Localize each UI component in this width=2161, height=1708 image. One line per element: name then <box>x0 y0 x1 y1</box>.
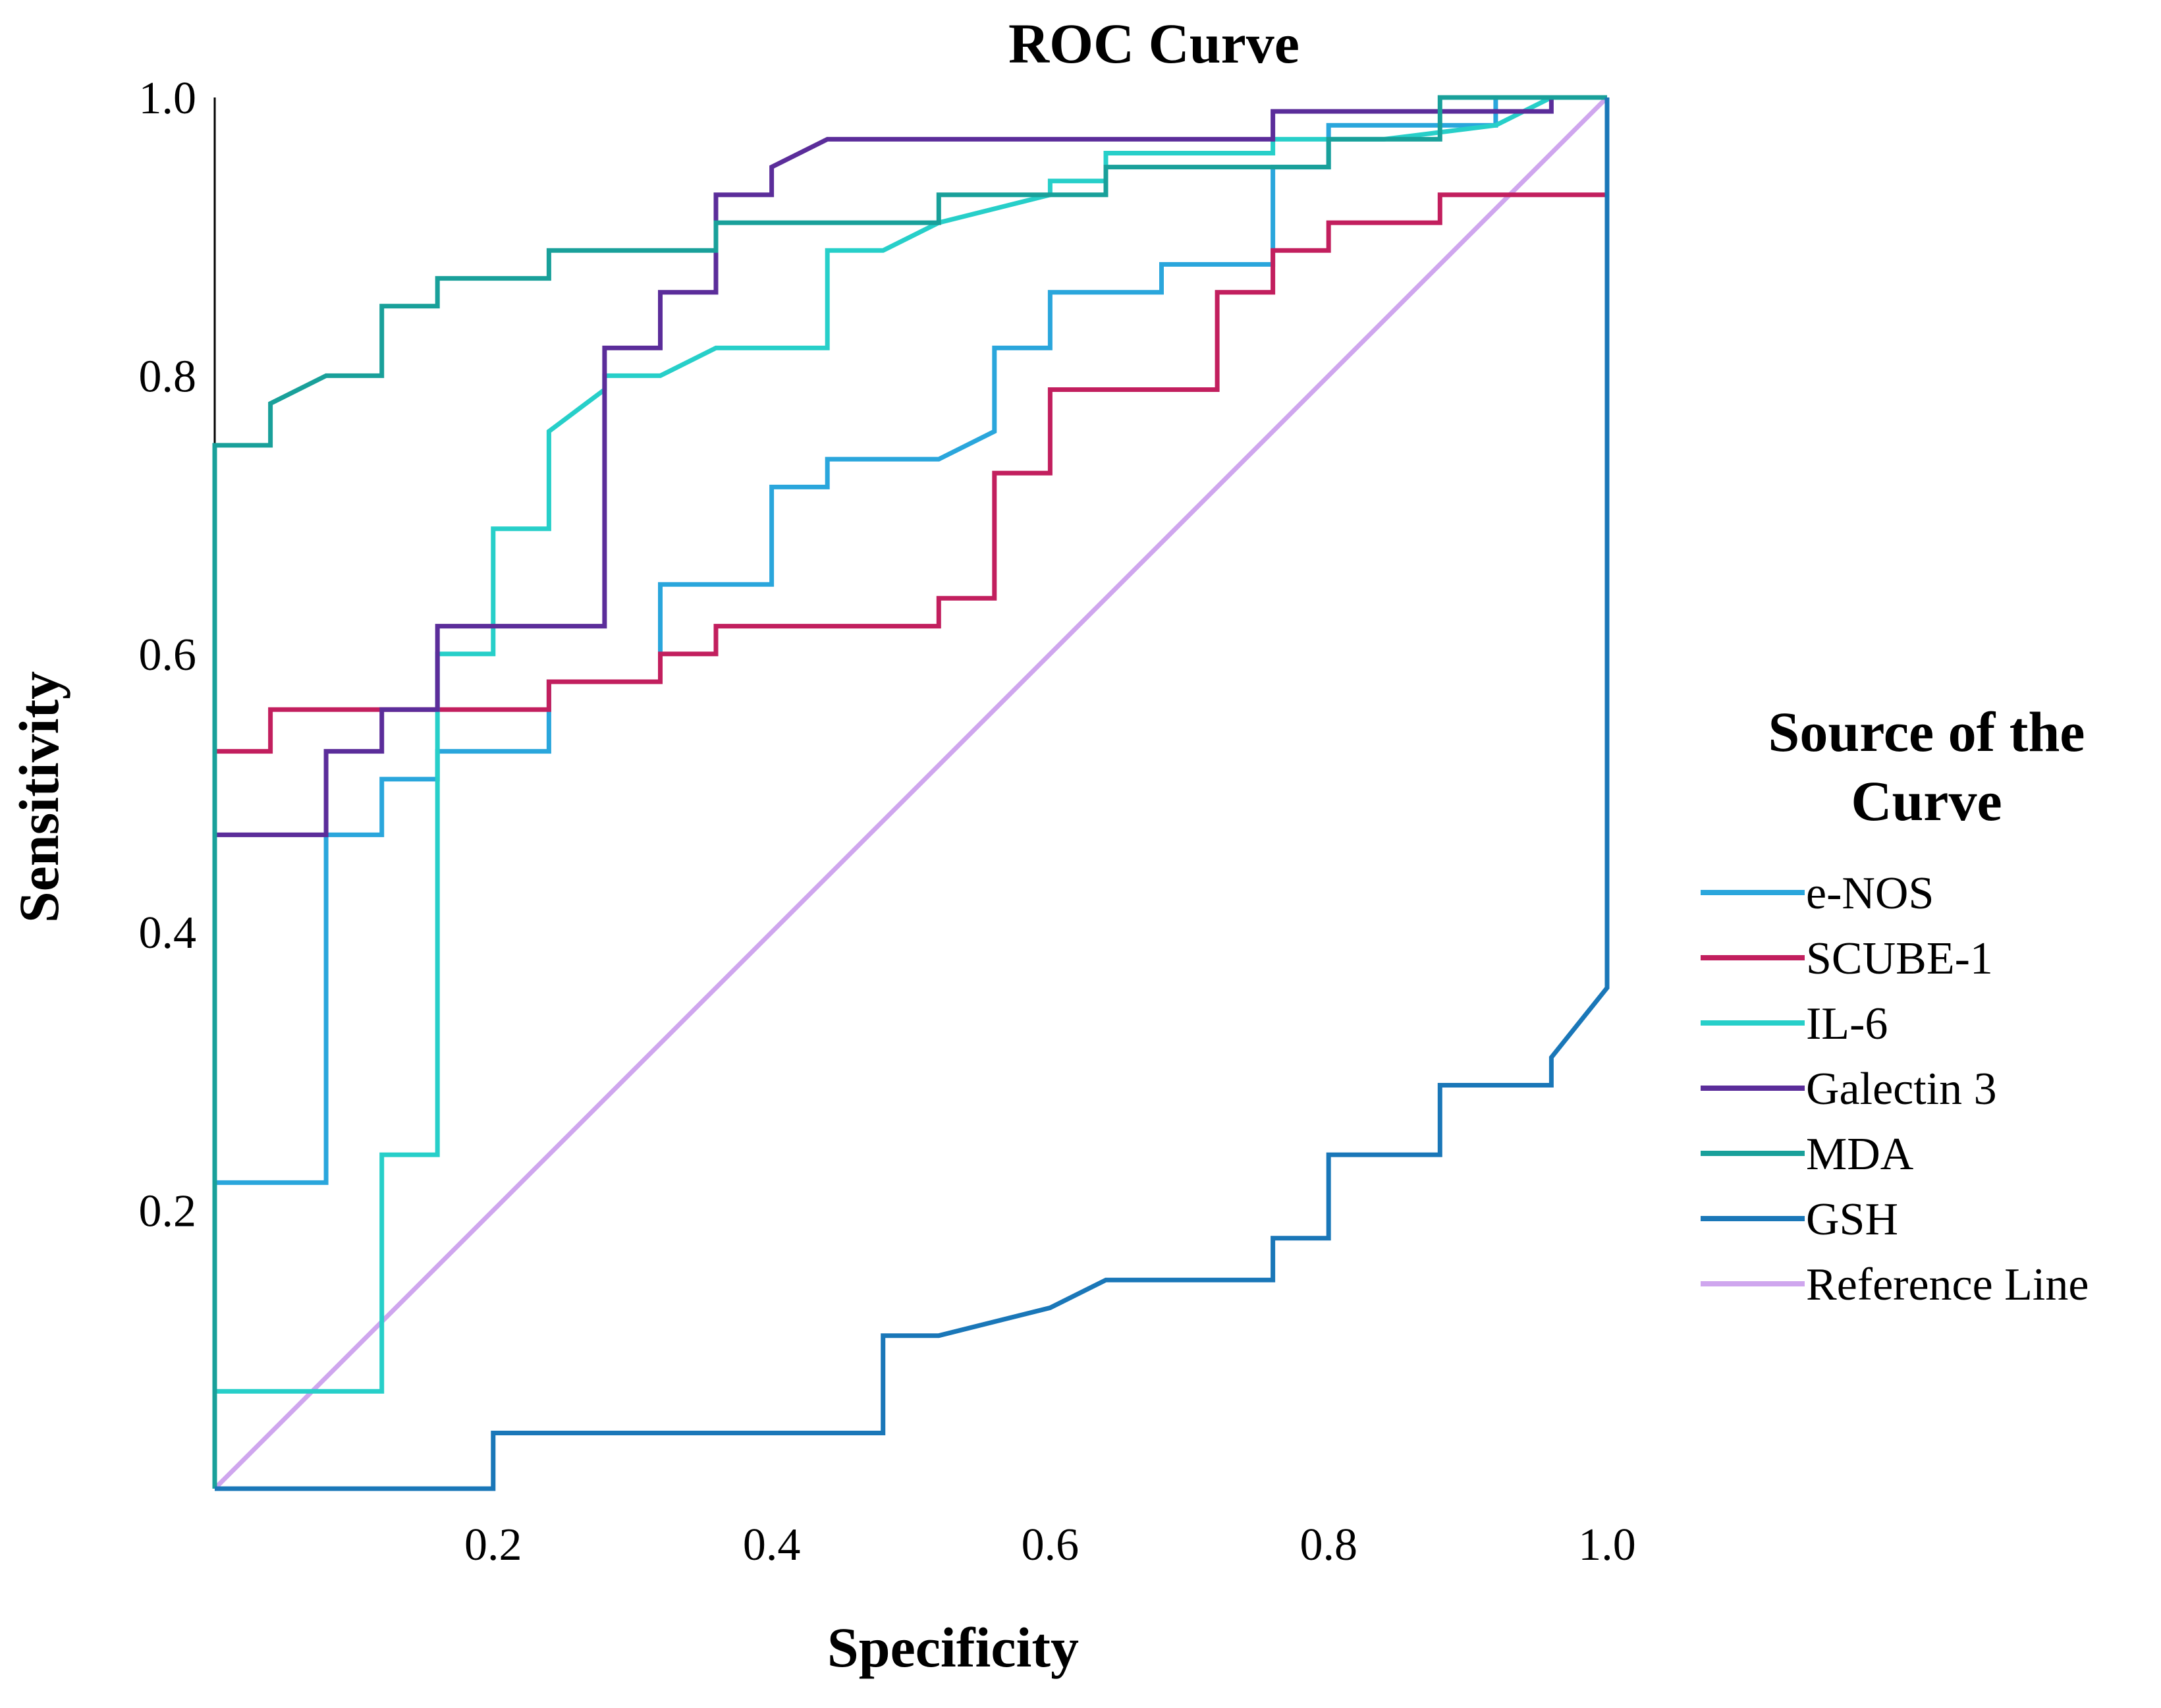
series-line-gsh <box>215 97 1610 1491</box>
series-line-reference-line <box>213 96 1609 1491</box>
y-tick-label: 0.4 <box>139 908 197 958</box>
series-line-scube-1 <box>212 97 1610 1489</box>
y-tick-label: 0.8 <box>139 351 197 402</box>
series-line-mda <box>212 95 1607 1489</box>
legend-label-reference-line: Reference Line <box>1806 1259 2089 1310</box>
legend-label-mda: MDA <box>1806 1129 1914 1180</box>
x-tick-label: 0.6 <box>1022 1520 1080 1570</box>
legend-label-e-nos: e-NOS <box>1806 868 1934 919</box>
legend-label-galectin-3: Galectin 3 <box>1806 1064 1997 1115</box>
y-tick-label: 1.0 <box>139 73 197 124</box>
x-tick-labels: 0.2 0.4 0.6 0.8 1.0 <box>464 1520 1636 1570</box>
legend: Source of the Curve e-NOS SCUBE-1 IL-6 Gale… <box>1701 700 2089 1310</box>
y-axis-title: Sensitivity <box>7 671 70 923</box>
x-axis-title: Specificity <box>827 1616 1079 1679</box>
x-tick-label: 0.4 <box>743 1520 801 1570</box>
chart-title: ROC Curve <box>1008 12 1299 75</box>
legend-label-gsh: GSH <box>1806 1194 1898 1245</box>
x-tick-label: 1.0 <box>1578 1520 1636 1570</box>
legend-label-scube-1: SCUBE-1 <box>1806 933 1993 984</box>
legend-label-il-6: IL-6 <box>1806 999 1888 1049</box>
series-line-galectin-3 <box>212 95 1607 1489</box>
y-tick-label: 0.6 <box>139 630 197 680</box>
roc-series-lines <box>212 95 1610 1491</box>
legend-items: e-NOS SCUBE-1 IL-6 Galectin 3 MDA GSH Referenc… <box>1701 868 2089 1310</box>
legend-title-line-2: Curve <box>1851 769 2002 833</box>
y-tick-labels: 0.2 0.4 0.6 0.8 1.0 <box>139 73 197 1237</box>
series-line-il-6 <box>212 95 1607 1489</box>
x-tick-label: 0.8 <box>1299 1520 1357 1570</box>
legend-title-line-1: Source of the <box>1768 700 2085 763</box>
x-tick-label: 0.2 <box>464 1520 522 1570</box>
y-tick-label: 0.2 <box>139 1186 197 1237</box>
